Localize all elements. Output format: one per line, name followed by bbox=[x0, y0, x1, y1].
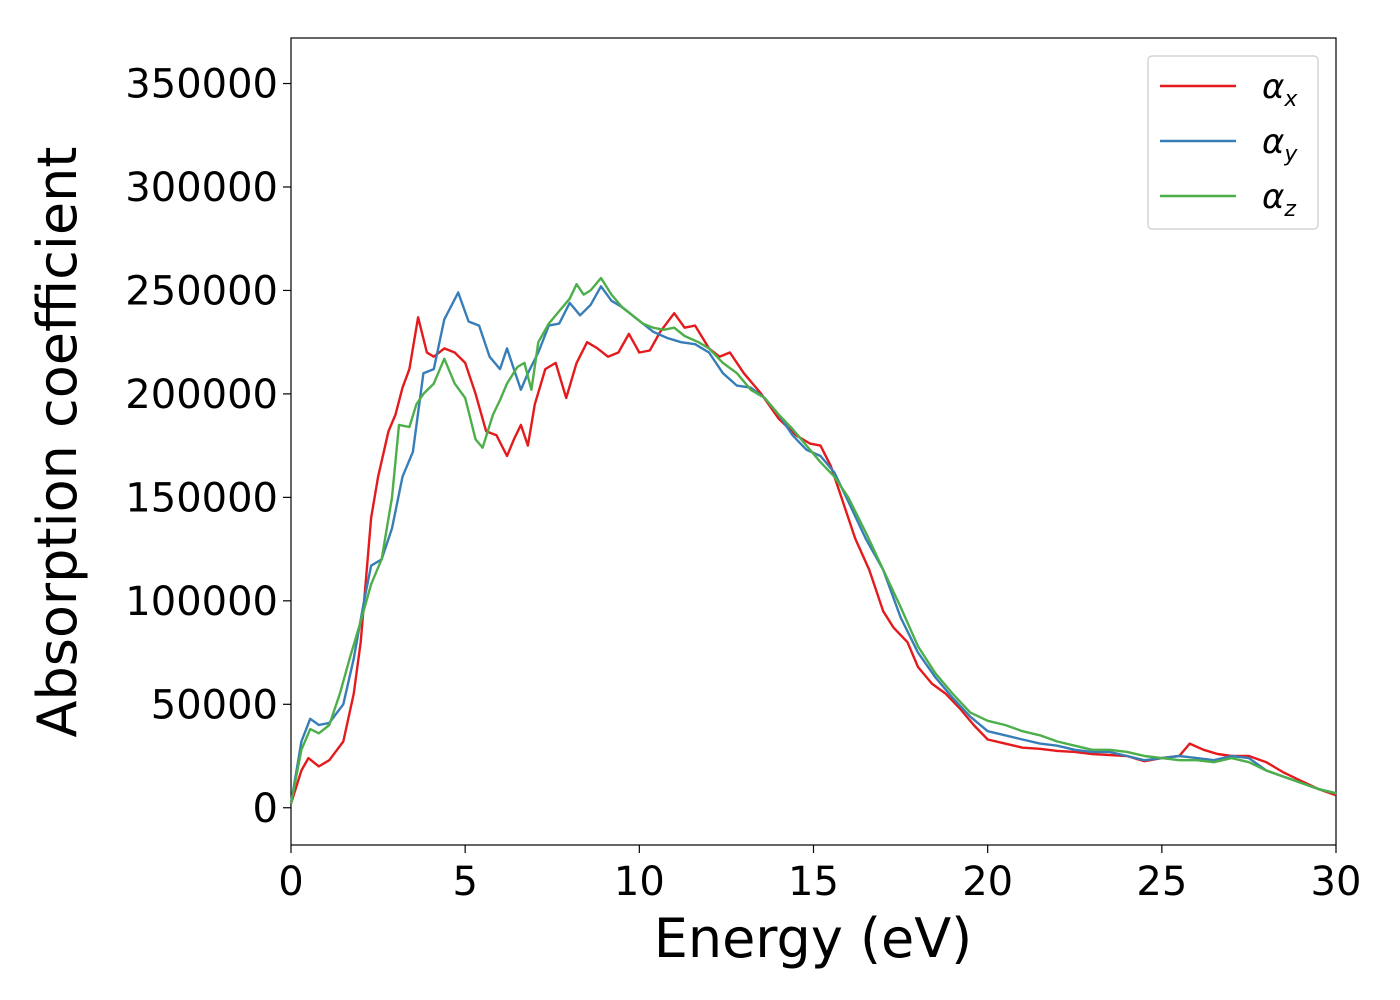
legend-label-z: αz bbox=[1262, 177, 1296, 222]
x-tick-label: 5 bbox=[452, 859, 477, 905]
legend-symbol: α bbox=[1262, 67, 1284, 107]
legend-symbol: α bbox=[1262, 177, 1284, 217]
y-tick-label: 350000 bbox=[125, 62, 278, 108]
series-line-x bbox=[289, 312, 1337, 804]
y-tick-label: 50000 bbox=[151, 682, 278, 728]
y-tick-label: 100000 bbox=[125, 579, 278, 625]
x-tick-label: 10 bbox=[614, 859, 665, 905]
series-lines bbox=[289, 276, 1337, 804]
legend-label-y: αy bbox=[1262, 122, 1298, 167]
legend-subscript: y bbox=[1283, 142, 1298, 167]
y-tick-label: 0 bbox=[253, 786, 278, 832]
y-tick-label: 250000 bbox=[125, 268, 278, 314]
legend-label-x: αx bbox=[1262, 67, 1298, 112]
legend-subscript: z bbox=[1283, 197, 1296, 222]
y-tick-label: 300000 bbox=[125, 165, 278, 211]
x-axis: 0 5 10 15 20 25 30 bbox=[278, 845, 1361, 905]
x-tick-label: 0 bbox=[278, 859, 303, 905]
legend-subscript: x bbox=[1283, 87, 1298, 112]
y-tick-label: 200000 bbox=[125, 372, 278, 418]
x-tick-label: 20 bbox=[962, 859, 1013, 905]
legend-symbol: α bbox=[1262, 122, 1284, 162]
series-line-y bbox=[289, 285, 1337, 804]
x-tick-label: 30 bbox=[1311, 859, 1362, 905]
x-tick-label: 25 bbox=[1136, 859, 1187, 905]
x-axis-title: Energy (eV) bbox=[654, 907, 973, 970]
series-line-z bbox=[289, 276, 1337, 804]
x-tick-label: 15 bbox=[788, 859, 839, 905]
legend-box bbox=[1147, 55, 1319, 230]
y-axis-title: Absorption coefficient bbox=[26, 147, 89, 738]
y-tick-label: 150000 bbox=[125, 475, 278, 521]
y-axis: 0 50000 100000 150000 200000 250000 300000 3500… bbox=[125, 62, 291, 832]
